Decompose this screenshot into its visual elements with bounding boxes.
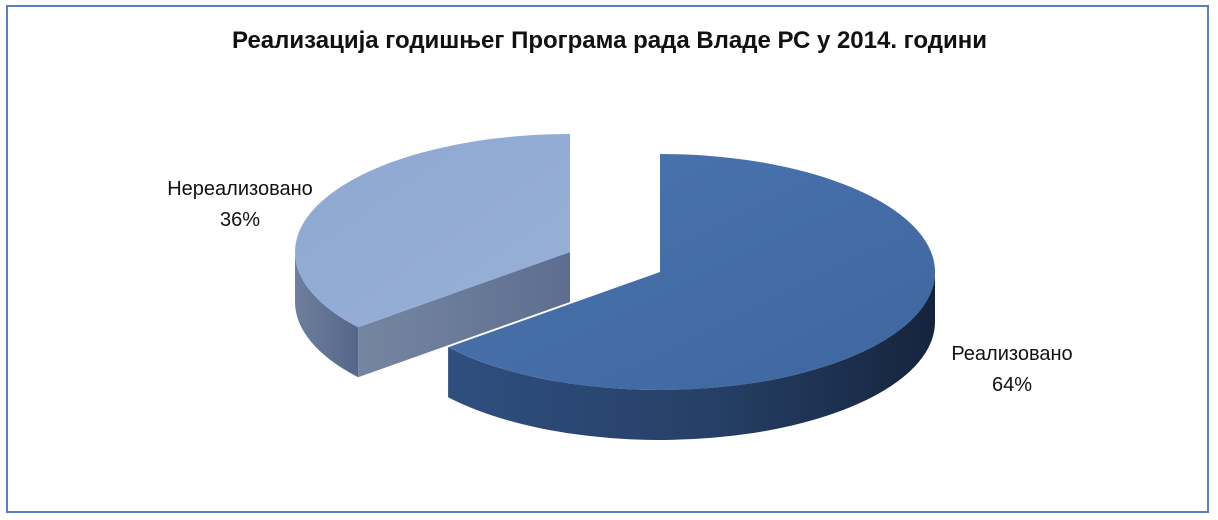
pie-slice-realized (448, 154, 936, 440)
chart-title: Реализација годишњег Програма рада Владе… (232, 27, 987, 54)
slice-label-unrealized: Нереализовано 36% (167, 178, 313, 231)
pie-slice-unrealized (295, 134, 570, 378)
slice-label-realized: Реализовано 64% (951, 343, 1072, 396)
